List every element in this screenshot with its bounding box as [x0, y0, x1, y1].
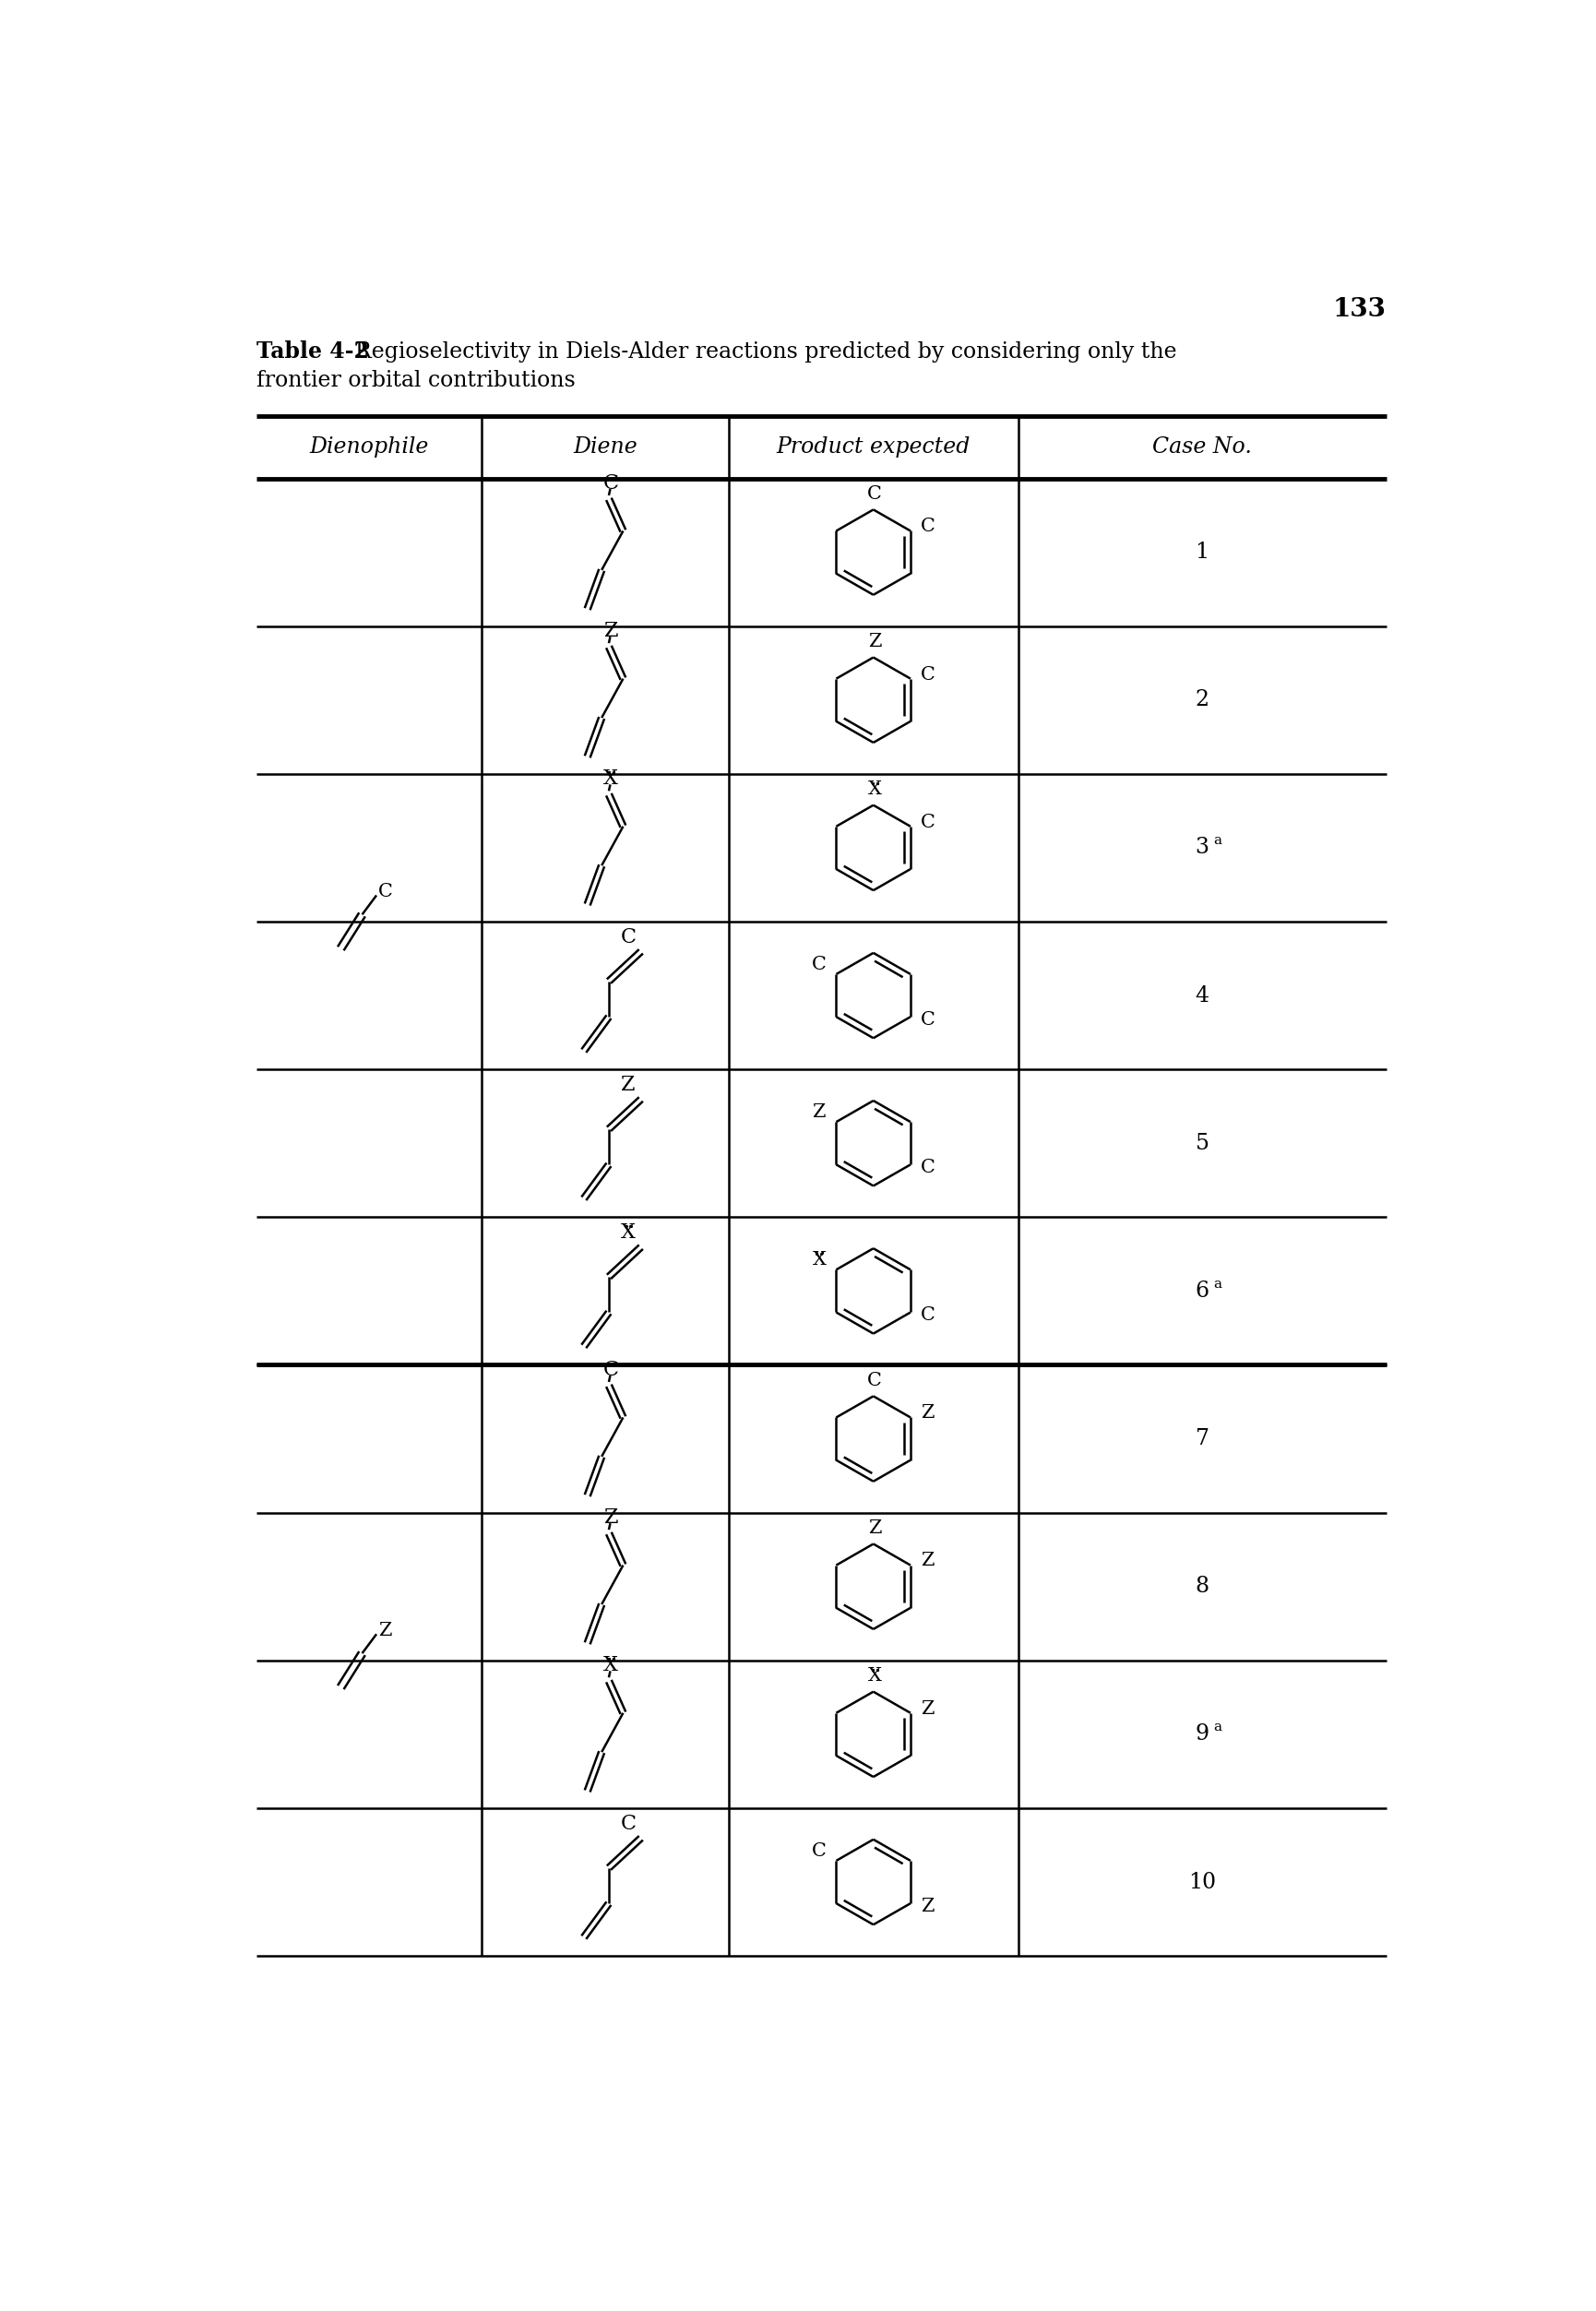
Text: Z: Z	[921, 1701, 934, 1717]
Text: 4: 4	[1195, 984, 1210, 1005]
Text: Product expected: Product expected	[776, 437, 970, 458]
Text: C: C	[921, 1158, 935, 1176]
Text: Z: Z	[603, 622, 618, 640]
Text: frontier orbital contributions: frontier orbital contributions	[257, 370, 576, 391]
Text: C: C	[603, 474, 619, 495]
Text: Regioselectivity in Diels-Alder reactions predicted by considering only the: Regioselectivity in Diels-Alder reaction…	[342, 342, 1176, 363]
Text: C: C	[921, 518, 935, 536]
Text: Z: Z	[621, 1075, 635, 1095]
Text: C: C	[921, 813, 935, 832]
Text: X: X	[868, 781, 881, 797]
Text: X: X	[621, 1223, 635, 1243]
Text: Z: Z	[868, 633, 881, 649]
Text: Z: Z	[921, 1405, 934, 1421]
Text: 6: 6	[1195, 1280, 1210, 1301]
Text: C: C	[621, 1814, 635, 1835]
Text: 5: 5	[1195, 1132, 1210, 1153]
Text: Dienophile: Dienophile	[310, 437, 429, 458]
Text: C: C	[378, 883, 393, 901]
Text: Z: Z	[812, 1102, 825, 1121]
Text: 1: 1	[1195, 541, 1210, 564]
Text: 2: 2	[1195, 689, 1210, 709]
Text: X: X	[868, 1666, 881, 1685]
Text: 10: 10	[1189, 1872, 1216, 1893]
Text: X: X	[603, 770, 618, 788]
Text: Diene: Diene	[573, 437, 637, 458]
Text: C: C	[868, 1373, 883, 1389]
Text: Z: Z	[378, 1622, 391, 1638]
Text: X: X	[603, 1655, 618, 1675]
Text: C: C	[812, 1842, 827, 1860]
Text: Table 4-2: Table 4-2	[257, 340, 369, 363]
Text: a: a	[1213, 834, 1223, 848]
Text: 3: 3	[1195, 837, 1210, 857]
Text: X: X	[812, 1250, 825, 1269]
Text: a: a	[1213, 1722, 1223, 1733]
Text: C: C	[812, 954, 827, 973]
Text: 133: 133	[1333, 296, 1387, 321]
Text: Z: Z	[921, 1553, 934, 1569]
Text: C: C	[921, 666, 935, 684]
Text: Case No.: Case No.	[1152, 437, 1251, 458]
Text: Z: Z	[868, 1521, 881, 1537]
Text: C: C	[868, 485, 883, 504]
Text: Z: Z	[603, 1507, 618, 1528]
Text: 7: 7	[1195, 1428, 1210, 1449]
Text: C: C	[603, 1359, 619, 1380]
Text: C: C	[921, 1010, 935, 1028]
Text: a: a	[1213, 1278, 1223, 1290]
Text: C: C	[621, 927, 635, 948]
Text: Z: Z	[921, 1897, 934, 1916]
Text: 8: 8	[1195, 1576, 1210, 1597]
Text: C: C	[921, 1306, 935, 1324]
Text: 9: 9	[1195, 1724, 1210, 1745]
